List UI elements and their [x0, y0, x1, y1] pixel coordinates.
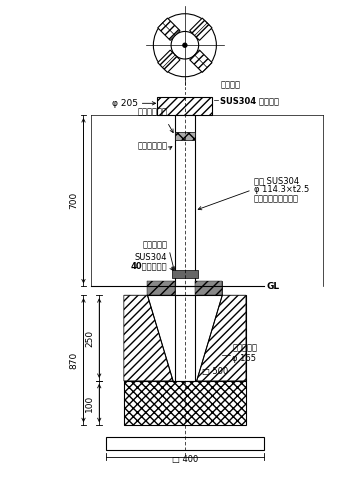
- Polygon shape: [158, 18, 180, 40]
- Bar: [157, 97, 212, 115]
- Text: φ 205: φ 205: [112, 99, 138, 108]
- Polygon shape: [124, 295, 173, 381]
- Polygon shape: [190, 18, 212, 40]
- Text: ロックピン
SUS304: ロックピン SUS304: [135, 240, 167, 261]
- Text: GL: GL: [267, 282, 280, 291]
- Text: 870: 870: [70, 352, 79, 369]
- Bar: [124, 381, 246, 425]
- Text: ヘアーライン仕上げ: ヘアーライン仕上げ: [254, 194, 299, 203]
- Bar: [148, 281, 175, 295]
- Text: SUS304 バフ硏磨: SUS304 バフ硏磨: [220, 96, 279, 106]
- Text: 700: 700: [70, 192, 79, 209]
- Circle shape: [183, 43, 187, 47]
- Bar: [175, 132, 195, 140]
- Text: キャップ: キャップ: [220, 80, 240, 89]
- Text: □ 500: □ 500: [202, 367, 228, 375]
- Text: 支柱 SUS304: 支柱 SUS304: [254, 176, 299, 185]
- Text: φ 114.3×t2.5: φ 114.3×t2.5: [254, 185, 309, 194]
- Text: 白反射テープ: 白反射テープ: [137, 142, 167, 151]
- Text: 外側パイプ: 外側パイプ: [232, 344, 257, 353]
- Text: ゴムパッキン: ゴムパッキン: [137, 107, 167, 116]
- Bar: [124, 295, 246, 381]
- Polygon shape: [197, 295, 246, 381]
- Bar: [172, 270, 198, 278]
- Bar: [148, 281, 175, 295]
- Polygon shape: [158, 50, 180, 72]
- Polygon shape: [190, 50, 212, 72]
- Text: □ 400: □ 400: [172, 455, 198, 464]
- Bar: [195, 281, 222, 295]
- Text: 100: 100: [85, 394, 94, 412]
- Text: 250: 250: [85, 329, 94, 347]
- Bar: [195, 281, 222, 295]
- Bar: [175, 295, 195, 381]
- Bar: [106, 437, 264, 450]
- Text: 40ミリ南京㟔: 40ミリ南京㟔: [131, 262, 167, 271]
- Text: φ 165: φ 165: [232, 354, 256, 363]
- Bar: [175, 115, 195, 286]
